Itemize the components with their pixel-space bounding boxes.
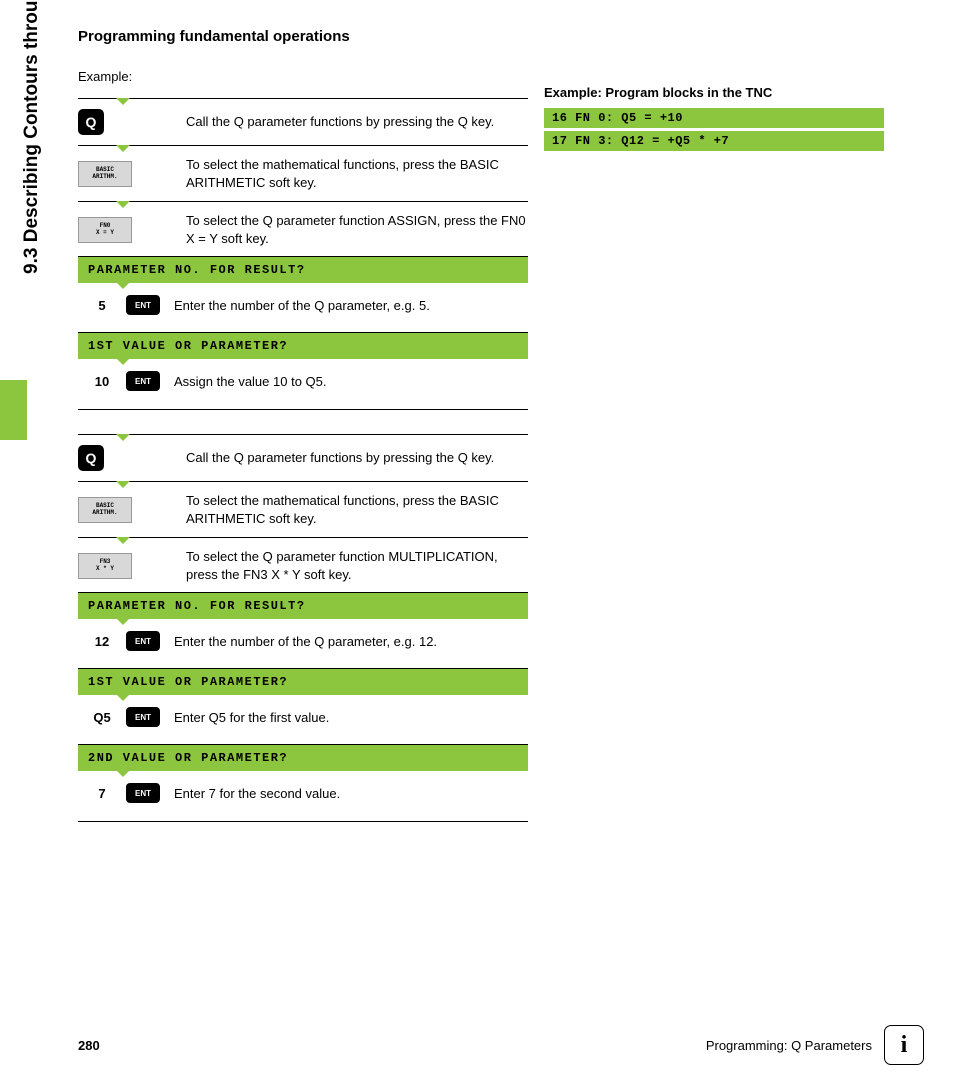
softkey-line2: ARITHM. xyxy=(92,510,117,517)
entry-row: 7 ENT Enter 7 for the second value. xyxy=(78,771,528,821)
footer-section-label: Programming: Q Parameters xyxy=(706,1038,872,1053)
entry-value: 5 xyxy=(78,298,126,313)
page-footer: 280 Programming: Q Parameters i xyxy=(78,1025,924,1065)
fn3-softkey[interactable]: FN3 X * Y xyxy=(78,553,132,579)
page-number: 280 xyxy=(78,1038,100,1053)
step-text: To select the mathematical functions, pr… xyxy=(186,492,528,527)
entry-text: Enter Q5 for the first value. xyxy=(174,710,329,725)
step-basic-arith: BASIC ARITHM. To select the mathematical… xyxy=(78,145,528,201)
q-key-icon[interactable]: Q xyxy=(78,109,104,135)
entry-row: 5 ENT Enter the number of the Q paramete… xyxy=(78,283,528,333)
ent-key-icon[interactable]: ENT xyxy=(126,371,160,391)
sidebar-section-title: 9.3 Describing Contours through Mathemat… xyxy=(21,0,43,400)
basic-arithmetic-softkey[interactable]: BASIC ARITHM. xyxy=(78,161,132,187)
prompt-parameter-no: PARAMETER NO. FOR RESULT? xyxy=(78,592,528,619)
entry-text: Assign the value 10 to Q5. xyxy=(174,374,326,389)
example-program-title: Example: Program blocks in the TNC xyxy=(544,85,884,100)
example-label: Example: xyxy=(78,69,528,84)
step-fn0: FN0 X = Y To select the Q parameter func… xyxy=(78,201,528,257)
basic-arithmetic-softkey[interactable]: BASIC ARITHM. xyxy=(78,497,132,523)
entry-row: 10 ENT Assign the value 10 to Q5. xyxy=(78,359,528,409)
info-icon[interactable]: i xyxy=(884,1025,924,1065)
step-text: To select the Q parameter function ASSIG… xyxy=(186,212,528,247)
fn0-softkey[interactable]: FN0 X = Y xyxy=(78,217,132,243)
step-text: Call the Q parameter functions by pressi… xyxy=(186,449,528,467)
entry-value: Q5 xyxy=(78,710,126,725)
step-fn3: FN3 X * Y To select the Q parameter func… xyxy=(78,537,528,593)
prompt-2nd-value: 2ND VALUE OR PARAMETER? xyxy=(78,744,528,771)
entry-text: Enter the number of the Q parameter, e.g… xyxy=(174,634,437,649)
section-divider xyxy=(78,821,528,822)
softkey-line2: X = Y xyxy=(96,230,114,237)
section-divider xyxy=(78,409,528,410)
page-title: Programming fundamental operations xyxy=(78,28,528,45)
entry-text: Enter 7 for the second value. xyxy=(174,786,340,801)
entry-text: Enter the number of the Q parameter, e.g… xyxy=(174,298,430,313)
entry-value: 12 xyxy=(78,634,126,649)
program-block-line: 17 FN 3: Q12 = +Q5 * +7 xyxy=(544,131,884,151)
step-basic-arith: BASIC ARITHM. To select the mathematical… xyxy=(78,481,528,537)
ent-key-icon[interactable]: ENT xyxy=(126,631,160,651)
ent-key-icon[interactable]: ENT xyxy=(126,295,160,315)
main-column: Programming fundamental operations Examp… xyxy=(78,28,528,846)
program-block-line: 16 FN 0: Q5 = +10 xyxy=(544,108,884,128)
softkey-line2: ARITHM. xyxy=(92,174,117,181)
prompt-1st-value: 1ST VALUE OR PARAMETER? xyxy=(78,668,528,695)
softkey-line2: X * Y xyxy=(96,566,114,573)
entry-value: 7 xyxy=(78,786,126,801)
step-q-key: Q Call the Q parameter functions by pres… xyxy=(78,434,528,481)
q-key-icon[interactable]: Q xyxy=(78,445,104,471)
ent-key-icon[interactable]: ENT xyxy=(126,783,160,803)
entry-value: 10 xyxy=(78,374,126,389)
step-q-key: Q Call the Q parameter functions by pres… xyxy=(78,98,528,145)
prompt-1st-value: 1ST VALUE OR PARAMETER? xyxy=(78,332,528,359)
entry-row: 12 ENT Enter the number of the Q paramet… xyxy=(78,619,528,669)
entry-row: Q5 ENT Enter Q5 for the first value. xyxy=(78,695,528,745)
right-column: Example: Program blocks in the TNC 16 FN… xyxy=(544,85,884,154)
step-text: Call the Q parameter functions by pressi… xyxy=(186,113,528,131)
step-text: To select the Q parameter function MULTI… xyxy=(186,548,528,583)
step-text: To select the mathematical functions, pr… xyxy=(186,156,528,191)
prompt-parameter-no: PARAMETER NO. FOR RESULT? xyxy=(78,256,528,283)
ent-key-icon[interactable]: ENT xyxy=(126,707,160,727)
